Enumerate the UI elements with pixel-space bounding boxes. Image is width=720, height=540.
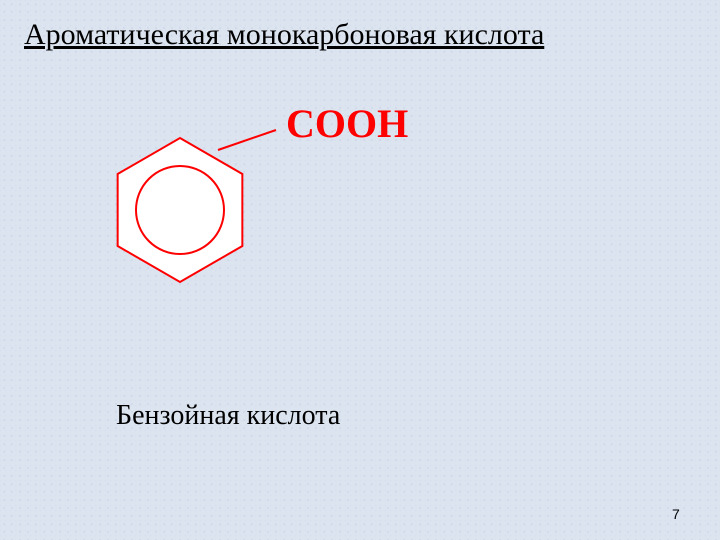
compound-name: Бензойная кислота (116, 400, 340, 432)
substituent-bond (218, 130, 276, 150)
aromatic-circle (136, 166, 224, 254)
page-number: 7 (672, 506, 680, 522)
cooh-label: СOОН (286, 100, 408, 147)
page-title: Ароматическая монокарбоновая кислота (24, 18, 544, 52)
